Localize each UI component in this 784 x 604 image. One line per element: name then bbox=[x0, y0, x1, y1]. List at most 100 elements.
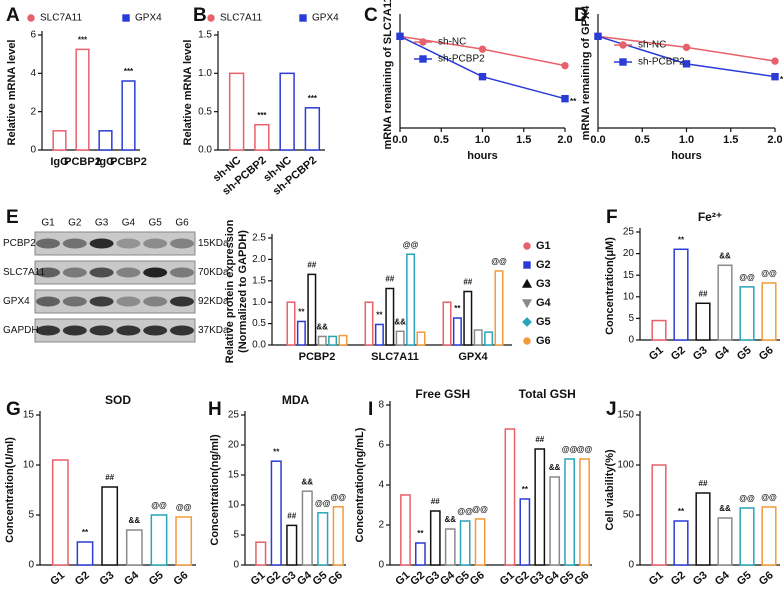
x-tick-label: 1.5 bbox=[516, 134, 531, 146]
bar bbox=[364, 301, 374, 346]
annotation: ** bbox=[678, 507, 685, 516]
panel-label: F bbox=[606, 207, 618, 228]
blot-band bbox=[62, 296, 87, 307]
bar bbox=[317, 512, 329, 566]
x-tick-label: G5 bbox=[735, 344, 754, 363]
annotation: ** bbox=[376, 311, 383, 320]
annotation: ## bbox=[385, 275, 394, 284]
x-tick-label: 0.0 bbox=[392, 134, 407, 146]
annotation: @@ bbox=[562, 445, 578, 454]
annotation: ** bbox=[570, 97, 577, 106]
panel-label: A bbox=[6, 5, 20, 26]
x-tick-label: G4 bbox=[122, 569, 142, 588]
row-label: SLC7A11 bbox=[3, 267, 46, 278]
row-label: GAPDH bbox=[3, 325, 39, 336]
blot-band bbox=[36, 296, 60, 307]
annotation: @@ bbox=[315, 499, 331, 508]
bar bbox=[75, 48, 90, 151]
marker bbox=[419, 55, 427, 63]
blot-band bbox=[89, 238, 114, 249]
bar bbox=[51, 459, 69, 566]
panel-label: D bbox=[574, 5, 588, 26]
x-tick-label: G6 bbox=[757, 344, 776, 363]
bar bbox=[519, 498, 531, 566]
legend-label: GPX4 bbox=[312, 13, 339, 24]
y-tick-label: 2.5 bbox=[252, 233, 266, 244]
x-tick-label: G3 bbox=[691, 344, 710, 363]
y-axis-label: Relative mRNA level bbox=[6, 40, 18, 146]
blot-band bbox=[143, 267, 168, 278]
bar bbox=[651, 319, 667, 341]
y-axis-label: Concentration(U/ml) bbox=[4, 437, 16, 543]
y-tick-label: 0 bbox=[30, 145, 36, 156]
lane-label: G2 bbox=[68, 218, 82, 229]
annotation: ## bbox=[535, 435, 544, 444]
panel-label: B bbox=[193, 5, 207, 26]
y-tick-label: 15 bbox=[228, 470, 240, 481]
annotation: @@ bbox=[577, 445, 593, 454]
annotation: @@ bbox=[472, 505, 488, 514]
y-axis-label: mRNA remaining of SLC7A11 bbox=[382, 0, 394, 150]
blot-band bbox=[143, 325, 168, 336]
bar bbox=[444, 528, 456, 566]
annotation: *** bbox=[257, 111, 267, 120]
annotation: @@ bbox=[176, 503, 192, 512]
x-tick-label: G1 bbox=[647, 569, 666, 588]
y-axis-label: (Normalized to GAPDH) bbox=[237, 230, 249, 353]
x-tick-label: G2 bbox=[73, 569, 92, 588]
y-tick-label: 6 bbox=[30, 30, 36, 41]
x-tick-label: 1.0 bbox=[475, 134, 490, 146]
bar bbox=[286, 524, 298, 566]
y-tick-label: 1.0 bbox=[252, 297, 266, 308]
y-tick-label: 10 bbox=[228, 500, 240, 511]
marker bbox=[419, 38, 427, 46]
blot-band bbox=[62, 238, 87, 249]
marker bbox=[523, 261, 531, 269]
y-tick-label: 0 bbox=[628, 560, 634, 571]
x-tick-label: G4 bbox=[713, 569, 733, 588]
y-axis-label: Concentration(μM) bbox=[604, 237, 616, 335]
bar bbox=[761, 282, 777, 341]
x-tick-label: 0.0 bbox=[590, 134, 605, 146]
y-tick-label: 10 bbox=[23, 460, 35, 471]
annotation: @@ bbox=[491, 257, 507, 266]
x-tick-label: G5 bbox=[735, 569, 754, 588]
blot-row bbox=[34, 318, 196, 343]
annotation: *** bbox=[124, 67, 134, 76]
y-axis-label: Relative protein expression bbox=[224, 219, 236, 363]
bar bbox=[228, 72, 245, 151]
annotation: && bbox=[719, 504, 731, 513]
size-label: 37KDa bbox=[198, 325, 229, 336]
bar bbox=[98, 130, 113, 151]
x-tick-label: G1 bbox=[48, 569, 67, 588]
bar bbox=[463, 290, 473, 346]
annotation: @@ bbox=[739, 273, 755, 282]
y-tick-label: 2 bbox=[378, 520, 384, 531]
marker bbox=[771, 57, 779, 65]
bar bbox=[761, 506, 777, 566]
lane-label: G5 bbox=[149, 218, 163, 229]
annotation: ** bbox=[454, 304, 461, 313]
blot-band bbox=[170, 325, 194, 336]
size-label: 92KDa bbox=[198, 296, 229, 307]
y-tick-label: 25 bbox=[228, 410, 240, 421]
marker bbox=[27, 14, 35, 22]
legend-label: sh-PCBP2 bbox=[438, 54, 485, 65]
y-tick-label: 50 bbox=[623, 510, 635, 521]
lane-label: G1 bbox=[41, 218, 55, 229]
bar bbox=[395, 330, 405, 346]
annotation: @@ bbox=[761, 269, 777, 278]
bar bbox=[504, 428, 516, 566]
blot-band bbox=[170, 238, 194, 249]
marker bbox=[771, 72, 779, 81]
y-tick-label: 150 bbox=[617, 410, 634, 421]
bar bbox=[150, 514, 168, 566]
y-tick-label: 4 bbox=[30, 68, 36, 79]
bar bbox=[317, 335, 327, 346]
y-axis-label: mRNA remaining of GPX4 bbox=[580, 5, 592, 141]
bar bbox=[125, 529, 143, 566]
bar bbox=[304, 107, 321, 151]
annotation: ** bbox=[298, 308, 305, 317]
marker bbox=[561, 61, 569, 70]
annotation: * bbox=[780, 75, 784, 84]
